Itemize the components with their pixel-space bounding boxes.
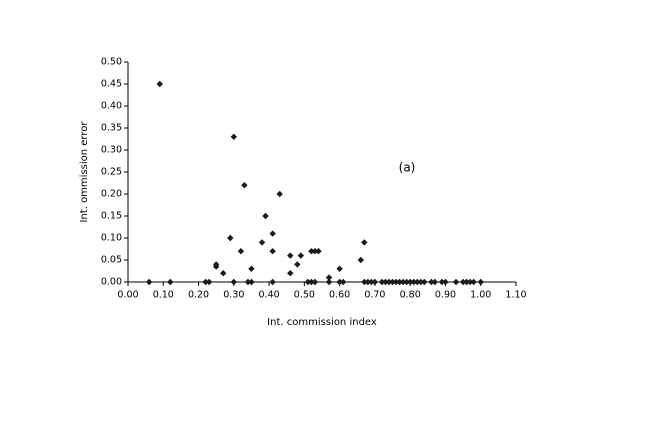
y-tick-label: 0.30	[101, 145, 122, 156]
y-tick-label: 0.00	[101, 277, 122, 288]
point	[336, 265, 343, 272]
point	[477, 278, 484, 286]
point	[297, 252, 305, 259]
point	[406, 278, 414, 286]
x-tick-label: 0.70	[364, 290, 385, 301]
point	[276, 190, 283, 198]
x-axis-label: Int. commission index	[267, 317, 377, 328]
point	[311, 278, 319, 286]
point	[287, 270, 294, 277]
point	[431, 278, 439, 286]
y-tick-label: 0.35	[101, 123, 122, 134]
point	[308, 248, 315, 255]
y-tick-label: 0.25	[101, 167, 122, 178]
point	[325, 278, 333, 286]
x-tick-label: 0.00	[117, 290, 138, 301]
point	[459, 278, 467, 286]
point	[452, 278, 460, 286]
point	[382, 278, 389, 286]
point	[466, 278, 474, 286]
point	[399, 278, 407, 286]
point	[294, 261, 301, 268]
point	[304, 278, 312, 286]
point	[230, 278, 238, 286]
point	[202, 278, 209, 286]
point	[308, 278, 315, 286]
x-tick-label: 0.50	[294, 290, 315, 301]
x-tick-label: 1.10	[505, 290, 526, 301]
point	[410, 278, 417, 286]
point	[167, 278, 174, 286]
y-tick-label: 0.10	[101, 233, 122, 244]
point	[248, 265, 255, 272]
point	[262, 212, 269, 220]
point	[385, 278, 393, 286]
annotation: (a)	[399, 161, 416, 175]
point	[212, 263, 220, 270]
point	[156, 80, 163, 88]
point	[442, 278, 449, 286]
point	[470, 278, 477, 286]
y-tick-label: 0.50	[101, 57, 122, 68]
y-axis-label: Int. ommission error	[79, 121, 90, 223]
y-tick-label: 0.15	[101, 211, 122, 222]
point	[361, 278, 368, 286]
point	[368, 278, 375, 286]
point	[227, 234, 234, 242]
point	[269, 230, 276, 237]
point	[237, 248, 245, 255]
point	[269, 248, 276, 255]
point	[325, 274, 333, 281]
point	[428, 278, 435, 286]
point	[421, 278, 428, 286]
point	[230, 133, 238, 140]
x-tick-label: 0.30	[223, 290, 244, 301]
point	[336, 278, 343, 286]
point	[357, 256, 364, 264]
point	[414, 278, 421, 286]
x-tick-label: 0.40	[259, 290, 280, 301]
y-tick-label: 0.20	[101, 189, 122, 200]
x-tick-label: 1.00	[470, 290, 491, 301]
point	[438, 278, 446, 286]
point	[244, 278, 252, 286]
point	[248, 278, 255, 286]
point	[371, 278, 379, 286]
x-tick-label: 0.80	[400, 290, 421, 301]
point	[463, 278, 470, 286]
y-tick-label: 0.05	[101, 255, 122, 266]
point	[417, 278, 424, 286]
x-tick-label: 0.60	[329, 290, 350, 301]
point	[364, 278, 372, 286]
point	[220, 270, 227, 277]
point	[403, 278, 410, 286]
point	[315, 248, 322, 255]
point	[392, 278, 400, 286]
x-tick-label: 0.20	[188, 290, 209, 301]
y-tick-label: 0.40	[101, 101, 122, 112]
y-tick-label: 0.45	[101, 79, 122, 90]
point	[287, 252, 294, 259]
point	[205, 278, 213, 286]
point	[389, 278, 396, 286]
point	[258, 239, 266, 246]
point	[145, 278, 153, 286]
point	[241, 182, 248, 189]
x-tick-label: 0.10	[153, 290, 174, 301]
point	[361, 239, 368, 246]
point	[378, 278, 386, 286]
point	[339, 278, 347, 286]
x-tick-label: 0.90	[435, 290, 456, 301]
point	[396, 278, 403, 286]
point	[269, 278, 276, 286]
point	[311, 248, 319, 255]
